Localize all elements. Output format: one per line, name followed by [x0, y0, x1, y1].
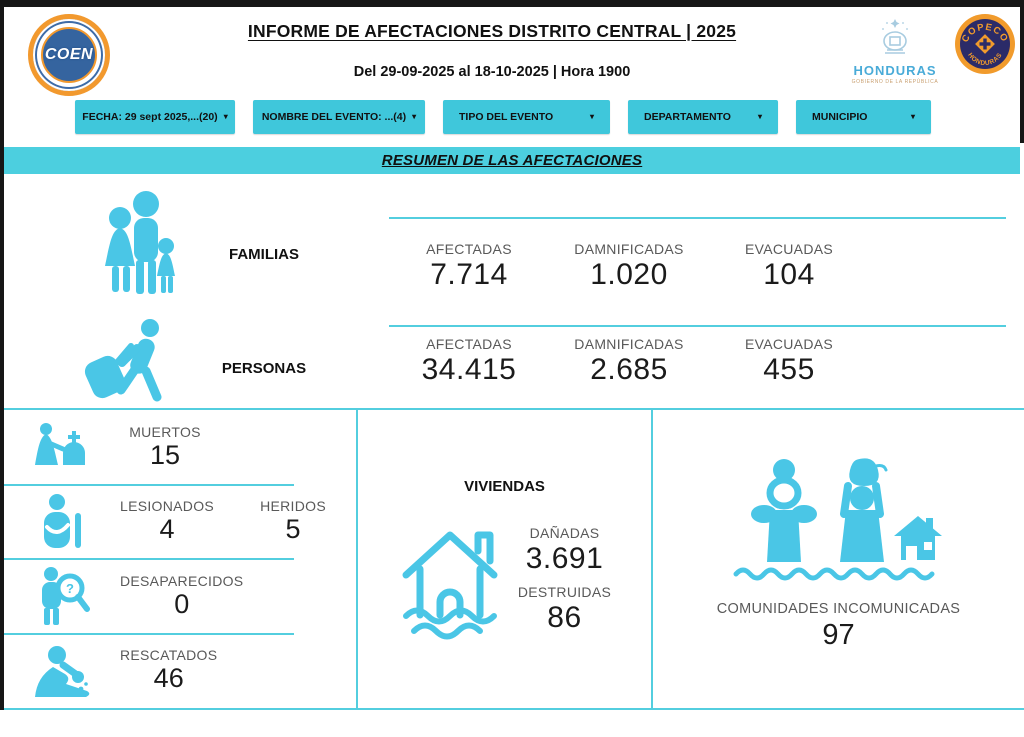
- stat-heridos: HERIDOS 5: [260, 498, 326, 545]
- section-banner: RESUMEN DE LAS AFECTACIONES: [4, 147, 1020, 174]
- page-title: INFORME DE AFECTACIONES DISTRITO CENTRAL…: [247, 21, 737, 41]
- coen-logo: COEN: [28, 14, 110, 96]
- window-frame-right: [1020, 0, 1024, 143]
- page-subtitle: Del 29-09-2025 al 18-10-2025 | Hora 1900: [353, 64, 631, 80]
- filter-municipio-label: MUNICIPIO: [812, 111, 868, 123]
- casualties-column: MUERTOS 15: [4, 410, 358, 708]
- mourner-grave-icon: [35, 423, 85, 466]
- flooded-house-icon: [402, 531, 498, 640]
- summary-section: FAMILIAS AFECTADAS 7.714 DAMNIFICADAS 1.…: [4, 174, 1020, 408]
- rescue-icon: [35, 645, 90, 697]
- rescatados-row: RESCATADOS 46: [4, 634, 356, 709]
- stat-familias-evacuadas: EVACUADAS 104: [744, 241, 834, 291]
- filter-nombre-evento[interactable]: NOMBRE DEL EVENTO: ...(4) ▾: [253, 100, 425, 134]
- muertos-row: MUERTOS 15: [4, 410, 356, 485]
- banner-title: RESUMEN DE LAS AFECTACIONES: [381, 152, 643, 169]
- stat-familias-afectadas: AFECTADAS 7.714: [426, 241, 512, 291]
- header-logos: HONDURAS GOBIERNO DE LA REPÚBLICA COPECO…: [836, 13, 1016, 85]
- injured-person-icon: [44, 493, 81, 548]
- caret-down-icon: ▾: [910, 112, 915, 121]
- personas-label: PERSONAS: [221, 360, 307, 377]
- caret-down-icon: ▾: [223, 112, 228, 121]
- filter-departamento[interactable]: DEPARTAMENTO ▾: [628, 100, 778, 134]
- viviendas-title: VIVIENDAS: [464, 478, 545, 495]
- filter-tipo-evento[interactable]: TIPO DEL EVENTO ▾: [443, 100, 610, 134]
- missing-person-icon: ?: [42, 567, 90, 626]
- flooded-community-icon: [733, 458, 942, 581]
- honduras-logo: HONDURAS GOBIERNO DE LA REPÚBLICA: [836, 17, 954, 85]
- svg-text:?: ?: [66, 581, 74, 596]
- title-block: INFORME DE AFECTACIONES DISTRITO CENTRAL…: [154, 21, 830, 80]
- communities-label: COMUNIDADES INCOMUNICADAS: [716, 601, 961, 617]
- stat-danadas: DAÑADAS 3.691: [525, 525, 604, 575]
- stat-rescatados: RESCATADOS 46: [120, 647, 218, 694]
- stat-desaparecidos: DESAPARECIDOS 0: [120, 572, 244, 619]
- window-frame-left: [0, 0, 4, 710]
- coen-logo-text: COEN: [41, 27, 97, 83]
- filter-municipio[interactable]: MUNICIPIO ▾: [796, 100, 931, 134]
- filter-nombre-evento-label: NOMBRE DEL EVENTO: ...(4): [261, 111, 407, 123]
- personas-stats: AFECTADAS 34.415 DAMNIFICADAS 2.685 EVAC…: [389, 325, 1006, 387]
- desaparecidos-row: ? DESAPARECIDOS 0: [4, 559, 356, 634]
- filter-bar: FECHA: 29 sept 2025,...(20) ▾ NOMBRE DEL…: [75, 100, 931, 134]
- communities-value: 97: [822, 619, 855, 651]
- stat-familias-damnificadas: DAMNIFICADAS 1.020: [574, 241, 684, 291]
- filter-fecha[interactable]: FECHA: 29 sept 2025,...(20) ▾: [75, 100, 235, 134]
- honduras-logo-text: HONDURAS: [853, 63, 937, 78]
- stat-lesionados: LESIONADOS 4: [120, 498, 215, 545]
- viviendas-column: VIVIENDAS DAÑADAS: [358, 410, 653, 708]
- caret-down-icon: ▾: [757, 112, 762, 121]
- header: COEN INFORME DE AFECTACIONES DISTRITO CE…: [4, 7, 1020, 96]
- stat-muertos: MUERTOS 15: [129, 423, 201, 470]
- filter-tipo-evento-label: TIPO DEL EVENTO: [459, 111, 554, 123]
- family-icon: [105, 191, 175, 294]
- stat-personas-afectadas: AFECTADAS 34.415: [421, 336, 517, 386]
- caret-down-icon: ▾: [589, 112, 594, 121]
- communities-column: COMUNIDADES INCOMUNICADAS 97: [653, 410, 1024, 708]
- stat-personas-evacuadas: EVACUADAS 455: [744, 336, 834, 386]
- honduras-emblem-icon: [882, 19, 908, 54]
- stat-personas-damnificadas: DAMNIFICADAS 2.685: [574, 336, 684, 386]
- window-frame-top: [0, 0, 1024, 7]
- familias-stats: AFECTADAS 7.714 DAMNIFICADAS 1.020 EVACU…: [389, 217, 1006, 292]
- copeco-logo: COPECO HONDURAS: [955, 14, 1015, 74]
- evacuee-icon: [84, 319, 162, 402]
- caret-down-icon: ▾: [412, 112, 417, 121]
- filter-departamento-label: DEPARTAMENTO: [644, 111, 731, 123]
- stat-destruidas: DESTRUIDAS 86: [517, 584, 612, 634]
- lesionados-row: LESIONADOS 4 HERIDOS 5: [4, 485, 356, 560]
- honduras-logo-subtext: GOBIERNO DE LA REPÚBLICA: [851, 79, 939, 85]
- filter-fecha-label: FECHA: 29 sept 2025,...(20): [82, 111, 218, 123]
- details-section: MUERTOS 15: [4, 408, 1024, 710]
- familias-label: FAMILIAS: [229, 246, 299, 263]
